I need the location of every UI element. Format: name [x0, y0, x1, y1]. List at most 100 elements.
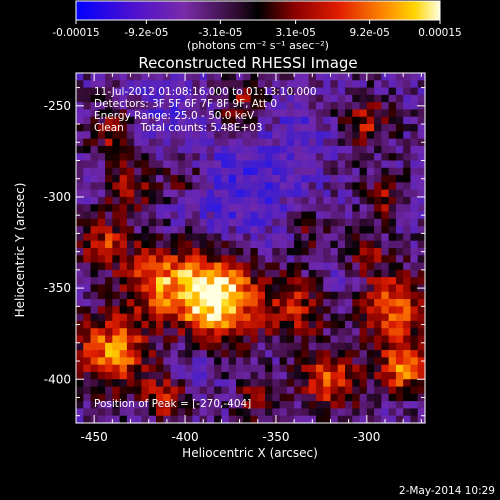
- heatmap-cell: [97, 306, 106, 315]
- heatmap-cell: [221, 116, 230, 125]
- heatmap-cell: [366, 80, 375, 89]
- heatmap-cell: [76, 277, 84, 286]
- heatmap-cell: [243, 87, 252, 96]
- heatmap-cell: [112, 342, 121, 351]
- heatmap-cell: [76, 189, 84, 198]
- heatmap-cell: [345, 248, 353, 256]
- heatmap-cell: [206, 299, 215, 307]
- heatmap-cell: [206, 204, 215, 213]
- heatmap-cell: [83, 364, 92, 373]
- heatmap-cell: [352, 87, 361, 96]
- heatmap-cell: [134, 364, 143, 373]
- heatmap-cell: [76, 182, 84, 191]
- heatmap-cell: [257, 131, 266, 140]
- heatmap-cell: [395, 350, 404, 358]
- heatmap-cell: [199, 87, 208, 96]
- heatmap-cell: [221, 182, 230, 191]
- heatmap-cell: [155, 284, 164, 293]
- heatmap-cell: [381, 204, 390, 213]
- heatmap-cell: [308, 240, 317, 249]
- heatmap-cell: [250, 393, 259, 402]
- heatmap-cell: [235, 291, 244, 300]
- heatmap-cell: [337, 255, 346, 264]
- heatmap-cell: [308, 226, 317, 235]
- heatmap-cell: [279, 116, 288, 125]
- heatmap-cell: [177, 211, 186, 220]
- heatmap-cell: [381, 313, 390, 322]
- heatmap-cell: [345, 167, 353, 176]
- heatmap-cell: [388, 277, 397, 286]
- heatmap-cell: [257, 408, 266, 417]
- heatmap-cell: [323, 87, 332, 96]
- heatmap-cell: [141, 153, 150, 162]
- heatmap-cell: [308, 379, 317, 388]
- heatmap-cell: [395, 328, 404, 337]
- heatmap-cell: [381, 102, 390, 111]
- heatmap-cell: [185, 160, 193, 169]
- heatmap-cell: [185, 109, 193, 118]
- heatmap-cell: [388, 248, 397, 256]
- heatmap-cell: [250, 153, 259, 162]
- heatmap-cell: [395, 415, 404, 424]
- heatmap-cell: [177, 350, 186, 358]
- heatmap-cell: [352, 393, 361, 402]
- heatmap-cell: [265, 80, 273, 89]
- heatmap-cell: [90, 342, 99, 351]
- heatmap-cell: [97, 408, 106, 417]
- heatmap-cell: [170, 102, 179, 111]
- heatmap-cell: [199, 371, 208, 380]
- heatmap-cell: [235, 393, 244, 402]
- heatmap-cell: [286, 350, 295, 358]
- heatmap-cell: [265, 284, 273, 293]
- heatmap-cell: [206, 393, 215, 402]
- heatmap-cell: [272, 277, 281, 286]
- heatmap-cell: [286, 262, 295, 271]
- heatmap-cell: [97, 415, 106, 424]
- heatmap-cell: [330, 94, 339, 103]
- heatmap-cell: [279, 138, 288, 147]
- heatmap-cell: [119, 371, 128, 380]
- heatmap-cell: [330, 116, 339, 125]
- heatmap-cell: [315, 393, 324, 402]
- heatmap-cell: [352, 328, 361, 337]
- heatmap-cell: [214, 189, 223, 198]
- heatmap-cell: [323, 138, 332, 147]
- heatmap-cell: [185, 379, 193, 388]
- heatmap-cell: [395, 226, 404, 235]
- heatmap-cell: [330, 335, 339, 344]
- heatmap-cell: [177, 255, 186, 264]
- heatmap-cell: [323, 211, 332, 220]
- heatmap-cell: [294, 379, 302, 388]
- heatmap-cell: [381, 248, 390, 256]
- heatmap-cell: [279, 240, 288, 249]
- heatmap-cell: [119, 350, 128, 358]
- heatmap-cell: [308, 393, 317, 402]
- heatmap-cell: [395, 379, 404, 388]
- heatmap-cell: [330, 386, 339, 395]
- heatmap-cell: [410, 379, 419, 388]
- heatmap-cell: [90, 80, 99, 89]
- heatmap-cell: [257, 226, 266, 235]
- heatmap-cell: [90, 255, 99, 264]
- heatmap-cell: [134, 335, 143, 344]
- heatmap-cell: [337, 189, 346, 198]
- heatmap-cell: [359, 357, 368, 366]
- heatmap-cell: [272, 153, 281, 162]
- heatmap-cell: [337, 80, 346, 89]
- heatmap-cell: [345, 204, 353, 213]
- heatmap-cell: [97, 218, 106, 227]
- heatmap-cell: [163, 277, 172, 286]
- heatmap-cell: [105, 342, 113, 351]
- heatmap-cell: [170, 124, 179, 132]
- heatmap-cell: [374, 401, 382, 410]
- heatmap-cell: [177, 102, 186, 111]
- heatmap-cell: [83, 175, 92, 183]
- heatmap-cell: [90, 153, 99, 162]
- heatmap-cell: [345, 335, 353, 344]
- heatmap-cell: [119, 306, 128, 315]
- heatmap-cell: [265, 248, 273, 256]
- heatmap-cell: [105, 87, 113, 96]
- heatmap-cell: [286, 306, 295, 315]
- heatmap-cell: [97, 73, 106, 81]
- heatmap-cell: [352, 364, 361, 373]
